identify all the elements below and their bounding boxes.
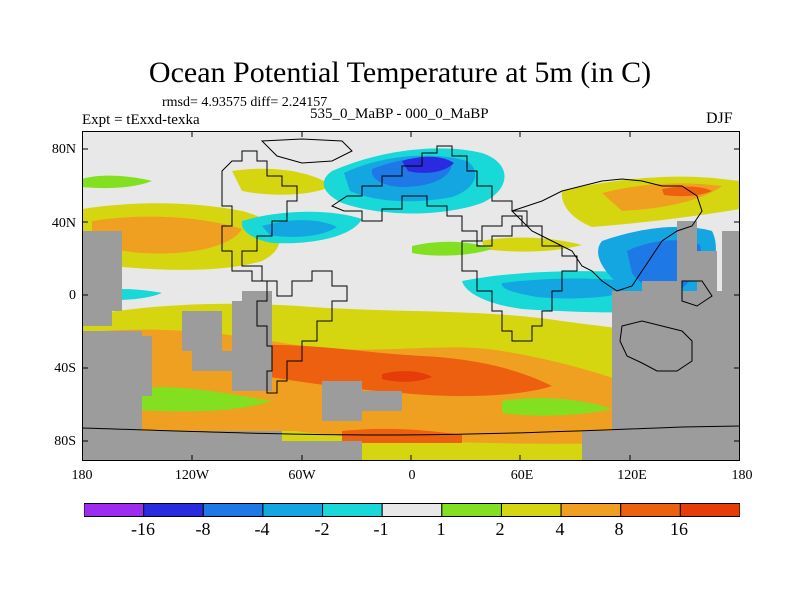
- land-mask: [82, 221, 740, 461]
- stats-label: rmsd= 4.93575 diff= 2.24157: [162, 95, 328, 110]
- colorbar-label: -16: [131, 519, 155, 539]
- season-label: DJF: [706, 110, 733, 127]
- lat-label-40n: 40N: [51, 216, 76, 231]
- colorbar-box: [441, 503, 502, 517]
- colorbar-label: -4: [254, 519, 270, 539]
- lon-label-120e: 120E: [617, 468, 647, 483]
- colorbar-label: 16: [670, 519, 688, 539]
- lat-label-40s: 40S: [54, 361, 76, 376]
- lon-label-0: 0: [408, 468, 416, 483]
- colorbar-box: [679, 503, 740, 517]
- experiment-label: Expt = tExxd-texka: [82, 112, 200, 128]
- coastlines: [82, 138, 740, 436]
- colorbar-box: [620, 503, 681, 517]
- lon-label-180w: 180: [71, 468, 93, 483]
- colorbar-box: [84, 503, 145, 517]
- colorbar-label: 2: [495, 519, 505, 539]
- colorbar-label: -8: [195, 519, 211, 539]
- colorbar-label: 4: [555, 519, 565, 539]
- difference-label: 535_0_MaBP - 000_0_MaBP: [310, 106, 489, 122]
- colorbar-box: [322, 503, 383, 517]
- lat-label-80n: 80N: [51, 142, 76, 157]
- colorbar: [84, 503, 740, 517]
- lat-label-0: 0: [69, 288, 76, 303]
- lat-label-80s: 80S: [54, 434, 76, 449]
- lon-label-60e: 60E: [510, 468, 534, 483]
- figure-title: Ocean Potential Temperature at 5m (in C): [148, 56, 652, 89]
- lon-label-180e: 180: [731, 468, 753, 483]
- colorbar-box: [381, 503, 443, 517]
- colorbar-label: -2: [314, 519, 330, 539]
- lon-label-120w: 120W: [174, 468, 210, 483]
- colorbar-box: [560, 503, 622, 517]
- colorbar-box: [262, 503, 324, 517]
- colorbar-box: [143, 503, 204, 517]
- colorbar-box: [500, 503, 562, 517]
- map-ticks: [82, 131, 740, 461]
- colorbar-label: 1: [436, 519, 446, 539]
- colorbar-label: -1: [373, 519, 389, 539]
- colorbar-box: [202, 503, 264, 517]
- colorbar-label: 8: [614, 519, 624, 539]
- lon-label-60w: 60W: [288, 468, 316, 483]
- temperature-map: [82, 131, 740, 461]
